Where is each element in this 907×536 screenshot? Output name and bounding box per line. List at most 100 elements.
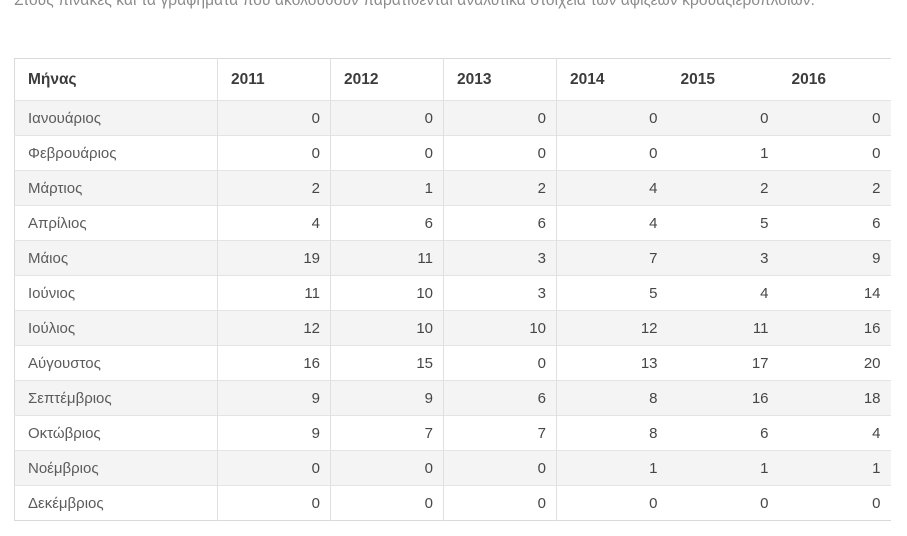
table-cell: 5 (556, 275, 668, 311)
table-cell: 10 (330, 310, 444, 346)
table-row: Οκτώβριος 9 7 7 8 6 4 (14, 415, 891, 451)
month-label: Δεκέμβριος (28, 494, 104, 512)
month-label: Ιούνιος (28, 284, 76, 302)
table-row: Ιούλιος 12 10 10 12 11 16 (14, 310, 891, 346)
column-header-2015: 2015 (667, 58, 779, 101)
table-cell: 16 (751, 389, 769, 407)
table-cell: 7 (443, 415, 557, 451)
table-cell: 15 (330, 345, 444, 381)
table-cell: 18 (863, 389, 881, 407)
table-cell: 2 (443, 170, 557, 206)
table-cell: 4 (217, 205, 331, 241)
column-header-2011: 2011 (217, 58, 331, 101)
table-cell: 9 (330, 380, 444, 416)
table-cell: 4 (872, 424, 881, 442)
table-cell: 0 (443, 450, 557, 486)
table-cell: 0 (443, 345, 557, 381)
table-row: Ιανουάριος 0 0 0 0 0 0 (14, 100, 891, 136)
table-cell: 0 (330, 135, 444, 171)
table-cell: 16 (217, 345, 331, 381)
table-cell: 0 (217, 100, 331, 136)
table-row: Ιούνιος 11 10 3 5 4 14 (14, 275, 891, 311)
table-cell: 12 (217, 310, 331, 346)
table-cell: 14 (863, 284, 881, 302)
table-cell: 7 (330, 415, 444, 451)
table-cell: 0 (556, 100, 668, 136)
table-cell: 1 (760, 459, 769, 477)
table-row: Δεκέμβριος 0 0 0 0 0 0 (14, 485, 891, 521)
month-label: Σεπτέμβριος (28, 389, 112, 407)
table-cell: 0 (217, 485, 331, 521)
table-cell: 1 (872, 459, 881, 477)
cruise-arrivals-table: Μήνας 2011 2012 2013 2014 2015 2016 Ιανο… (14, 58, 891, 521)
table-cell: 0 (760, 109, 769, 127)
table-cell: 3 (760, 249, 769, 267)
table-cell: 19 (217, 240, 331, 276)
month-label: Μάρτιος (28, 179, 83, 197)
table-cell: 2 (217, 170, 331, 206)
table-cell: 16 (863, 319, 881, 337)
table-cell: 0 (330, 100, 444, 136)
table-cell: 0 (443, 135, 557, 171)
intro-text: Στους πίνακες και τα γραφήματα που ακολο… (14, 0, 816, 9)
table-cell: 17 (751, 354, 769, 372)
table-cell: 0 (443, 100, 557, 136)
table-cell: 4 (556, 205, 668, 241)
month-label: Ιανουάριος (28, 109, 101, 127)
table-row: Μάιος 19 11 3 7 3 9 (14, 240, 891, 276)
month-label: Μάιος (28, 249, 69, 267)
table-cell: 8 (556, 415, 668, 451)
month-label: Απρίλιος (28, 214, 87, 232)
table-cell: 1 (760, 144, 769, 162)
table-cell: 6 (872, 214, 881, 232)
table-cell: 7 (556, 240, 668, 276)
table-cell: 1 (556, 450, 668, 486)
table-row: Σεπτέμβριος 9 9 6 8 16 18 (14, 380, 891, 416)
table-cell: 5 (760, 214, 769, 232)
table-cell: 11 (752, 319, 769, 337)
month-label: Νοέμβριος (28, 459, 99, 477)
table-cell: 2 (872, 179, 881, 197)
table-cell: 6 (443, 205, 557, 241)
table-row: Μάρτιος 2 1 2 4 2 2 (14, 170, 891, 206)
table-cell: 10 (330, 275, 444, 311)
column-header-2014: 2014 (556, 58, 668, 101)
table-cell: 20 (863, 354, 881, 372)
table-cell: 0 (556, 485, 668, 521)
table-cell: 13 (556, 345, 668, 381)
table-cell: 2 (760, 179, 769, 197)
month-label: Οκτώβριος (28, 424, 101, 442)
month-label: Αύγουστος (28, 354, 101, 372)
table-cell: 4 (760, 284, 769, 302)
table-row: Φεβρουάριος 0 0 0 0 1 0 (14, 135, 891, 171)
table-cell: 0 (217, 450, 331, 486)
table-cell: 0 (330, 450, 444, 486)
table-cell: 9 (872, 249, 881, 267)
table-cell: 11 (217, 275, 331, 311)
column-header-2012: 2012 (330, 58, 444, 101)
table-row: Απρίλιος 4 6 6 4 5 6 (14, 205, 891, 241)
table-cell: 11 (330, 240, 444, 276)
table-cell: 6 (443, 380, 557, 416)
table-cell: 0 (443, 485, 557, 521)
month-label: Ιούλιος (28, 319, 76, 337)
table-cell: 0 (556, 135, 668, 171)
table-cell: 0 (760, 494, 769, 512)
column-header-2013: 2013 (443, 58, 557, 101)
table-cell: 3 (443, 240, 557, 276)
table-cell: 6 (760, 424, 769, 442)
month-label: Φεβρουάριος (28, 144, 117, 162)
column-header-month: Μήνας (14, 58, 218, 101)
table-cell: 0 (217, 135, 331, 171)
table-cell: 0 (872, 109, 881, 127)
table-row: Αύγουστος 16 15 0 13 17 20 (14, 345, 891, 381)
column-header-2016: 2016 (778, 58, 891, 101)
table-row: Νοέμβριος 0 0 0 1 1 1 (14, 450, 891, 486)
table-cell: 12 (556, 310, 668, 346)
table-cell: 9 (217, 380, 331, 416)
table-cell: 4 (556, 170, 668, 206)
table-cell: 0 (872, 494, 881, 512)
table-cell: 1 (330, 170, 444, 206)
table-cell: 10 (443, 310, 557, 346)
